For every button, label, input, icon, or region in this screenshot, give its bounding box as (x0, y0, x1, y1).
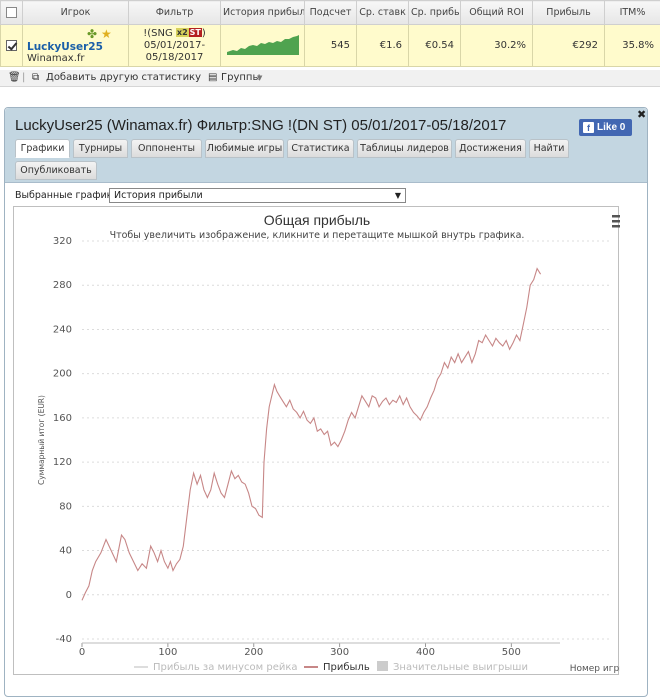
y-tick-label: 200 (53, 369, 72, 380)
row-checkbox[interactable] (6, 39, 17, 51)
like-label: Like 0 (597, 122, 626, 133)
y-tick-label: 280 (53, 280, 72, 291)
tab-find[interactable]: Найти (529, 139, 569, 158)
tab-tournaments[interactable]: Турниры (73, 139, 128, 158)
legend-item-rake: Прибыль за минусом рейка (153, 662, 298, 673)
column-header[interactable]: Ср. прибь (408, 0, 461, 25)
chart-title: Общая прибыль (264, 212, 370, 228)
player-dialog: LuckyUser25 (Winamax.fr) Фильтр:SNG !(DN… (4, 107, 648, 697)
column-header[interactable]: Фильтр (128, 0, 221, 25)
menu-icon (612, 225, 620, 228)
y-tick-label: 40 (59, 546, 72, 557)
groups-button[interactable]: Группы (221, 72, 261, 83)
filter-date-end: 05/18/2017 (145, 51, 204, 63)
tab-favorite-games[interactable]: Любимые игры (205, 139, 284, 158)
dialog-title: LuckyUser25 (Winamax.fr) Фильтр:SNG !(DN… (15, 117, 507, 134)
player-site: Winamax.fr (27, 53, 85, 64)
trash-icon[interactable]: 🗑 (8, 72, 21, 83)
x-tick-label: 500 (502, 647, 521, 658)
y-tick-label: 80 (59, 501, 72, 512)
tab-publish[interactable]: Опубликовать (15, 161, 97, 180)
charts-select-label: Выбранные графики: (15, 190, 122, 201)
dialog-header: LuckyUser25 (Winamax.fr) Фильтр:SNG !(DN… (5, 108, 647, 183)
charts-select[interactable]: История прибыли ▼ (109, 188, 406, 203)
groups-icon: ▤ (208, 72, 218, 83)
filter-tag-x2: x2 (175, 27, 189, 37)
column-header[interactable]: Прибыль (532, 0, 605, 25)
x-tick-label: 100 (158, 647, 177, 658)
count-cell: 545 (304, 24, 357, 67)
player-cell: ✤ ★ LuckyUser25 Winamax.fr (22, 24, 129, 67)
facebook-like-button[interactable]: f Like 0 (579, 119, 632, 136)
legend-item-big-wins: Значительные выигрыши (393, 662, 528, 673)
clover-icon: ✤ (87, 27, 98, 41)
y-tick-label: 320 (53, 236, 72, 247)
chart-canvas[interactable]: Общая прибыль Чтобы увеличить изображение… (14, 207, 620, 676)
table-header-row: Игрок Фильтр История прибыл Подсчет Ср. … (0, 0, 660, 25)
profit-history-sparkline[interactable] (220, 24, 305, 67)
column-header[interactable]: Подсчет (304, 0, 357, 25)
star-icon: ★ (101, 27, 112, 41)
select-all-header[interactable] (0, 0, 23, 25)
column-header[interactable]: ITM% (604, 0, 660, 25)
row-checkbox-cell[interactable] (0, 24, 23, 67)
table-row[interactable]: ✤ ★ LuckyUser25 Winamax.fr !(SNG x2 ST) 0… (0, 24, 660, 67)
tab-statistics[interactable]: Статистика (287, 139, 354, 158)
tab-leaderboards[interactable]: Таблицы лидеров (357, 139, 452, 158)
legend-swatch-big-wins (377, 661, 388, 671)
y-tick-label: 0 (66, 590, 72, 601)
column-header[interactable]: Общий ROI (460, 0, 533, 25)
sparkline-chart (226, 35, 299, 55)
filter-suffix: ) (201, 27, 206, 39)
profit-chart[interactable]: Общая прибыль Чтобы увеличить изображение… (13, 206, 620, 676)
chart-subtitle: Чтобы увеличить изображение, кликните и … (110, 230, 525, 241)
avg-profit-cell: €0.54 (408, 24, 461, 67)
filter-prefix: !(SNG (143, 27, 176, 39)
x-tick-label: 400 (416, 647, 435, 658)
menu-icon (612, 215, 620, 218)
legend-item-profit: Прибыль (323, 662, 370, 673)
select-all-checkbox[interactable] (6, 7, 17, 18)
y-tick-label: 240 (53, 324, 72, 335)
facebook-icon: f (583, 122, 594, 133)
roi-cell: 30.2% (460, 24, 533, 67)
filter-tag-st: ST (188, 27, 202, 37)
column-header[interactable]: История прибыл (220, 0, 305, 25)
separator: | (22, 72, 26, 83)
profit-cell: €292 (532, 24, 605, 67)
filter-date-start: 05/01/2017- (143, 39, 206, 51)
y-axis-label: Суммарный итог (EUR) (37, 395, 46, 485)
tab-achievements[interactable]: Достижения (455, 139, 526, 158)
filter-cell: !(SNG x2 ST) 05/01/2017- 05/18/2017 (128, 24, 221, 67)
player-name-link[interactable]: LuckyUser25 (27, 41, 103, 53)
dropdown-arrow-icon: ▼ (394, 191, 401, 200)
column-header[interactable]: Игрок (22, 0, 129, 25)
y-tick-label: 160 (53, 413, 72, 424)
x-tick-label: 300 (330, 647, 349, 658)
add-stats-button[interactable]: Добавить другую статистику (46, 72, 202, 83)
charts-select-value: История прибыли (114, 190, 203, 201)
add-stats-icon: ⧉ (32, 72, 40, 83)
menu-icon (612, 220, 620, 223)
tab-charts[interactable]: Графики (15, 139, 70, 158)
profit-series-line (81, 267, 542, 601)
x-axis-label: Номер игры (570, 664, 620, 674)
close-icon[interactable]: ✖ (637, 108, 647, 121)
x-tick-label: 200 (244, 647, 263, 658)
y-tick-label: 120 (53, 457, 72, 468)
stats-table: Игрок Фильтр История прибыл Подсчет Ср. … (0, 0, 660, 67)
itm-cell: 35.8% (604, 24, 660, 67)
avg-stake-cell: €1.6 (356, 24, 409, 67)
y-tick-label: -40 (56, 634, 72, 645)
column-header[interactable]: Ср. ставк (356, 0, 409, 25)
x-tick-label: 0 (79, 647, 85, 658)
tab-opponents[interactable]: Оппоненты (131, 139, 202, 158)
chevron-down-icon: ▼ (257, 74, 263, 82)
table-toolbar: 🗑 | ⧉ Добавить другую статистику ▤ Групп… (0, 70, 660, 87)
